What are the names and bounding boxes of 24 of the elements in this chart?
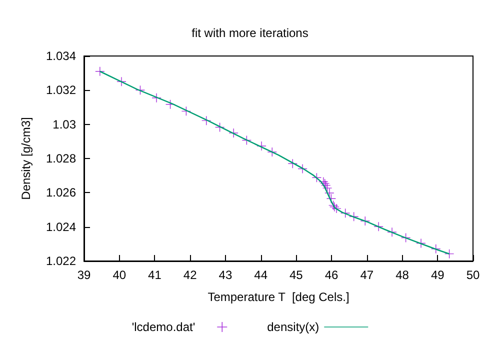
y-tick-label: 1.024 [46,220,76,234]
y-axis-title: Density [g/cm3] [19,117,33,200]
x-tick-label: 43 [218,268,232,282]
y-tick-label: 1.034 [46,49,76,63]
y-tick-label: 1.026 [46,186,76,200]
x-tick-label: 45 [290,268,304,282]
x-axis-title: Temperature T [deg Cels.] [208,290,350,304]
y-tick-label: 1.028 [46,152,76,166]
x-tick-label: 42 [183,268,198,282]
y-tick-label: 1.03 [52,117,76,132]
x-tick-label: 48 [396,268,410,282]
x-tick-label: 46 [324,268,339,282]
x-tick-label: 40 [112,268,126,282]
x-tick-label: 41 [148,268,162,282]
legend-label: 'lcdemo.dat' [132,320,196,334]
x-tick-label: 39 [77,268,91,282]
legend-label: density(x) [267,320,320,334]
y-tick-label: 1.022 [46,254,76,268]
x-tick-label: 50 [466,268,480,282]
y-tick-label: 1.032 [46,83,76,98]
x-tick-label: 49 [430,268,445,282]
chart-title: fit with more iterations [192,26,308,40]
x-tick-label: 47 [360,268,374,282]
x-tick-label: 44 [254,268,268,282]
